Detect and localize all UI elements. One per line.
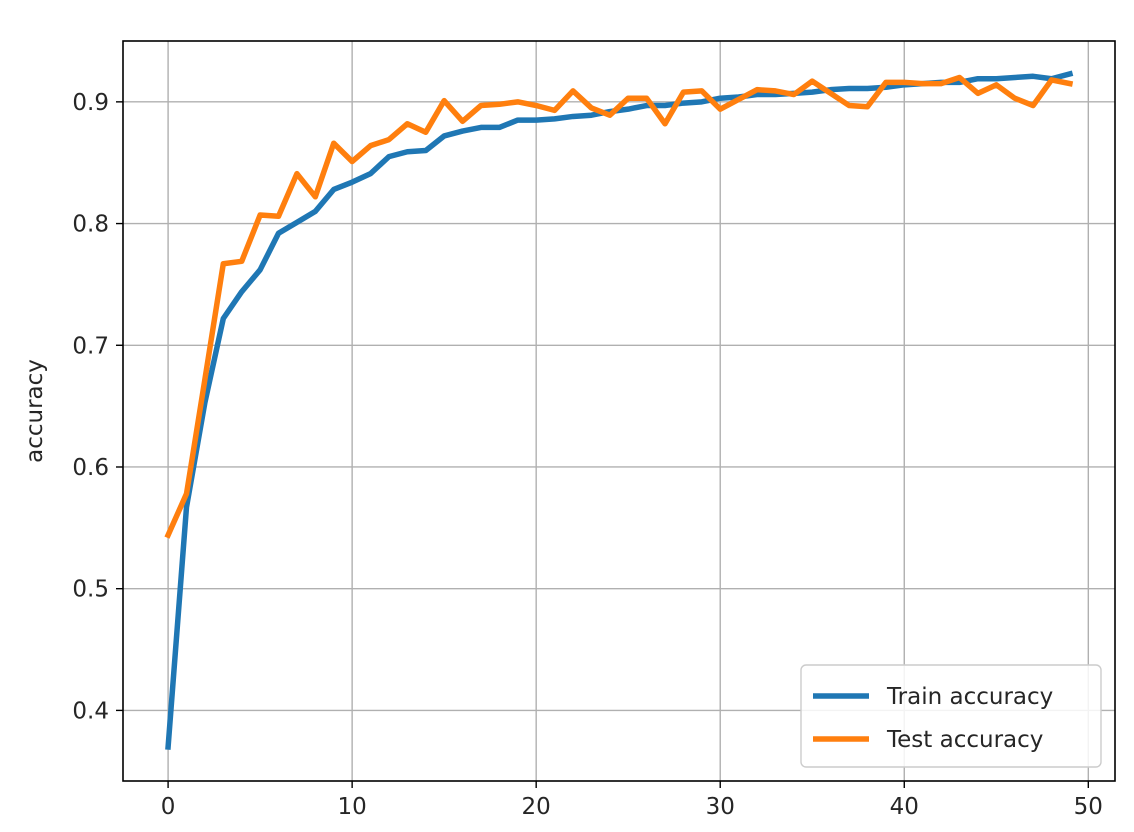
y-axis-label: accuracy bbox=[22, 359, 48, 463]
y-tick-label: 0.6 bbox=[72, 455, 109, 481]
x-tick-label: 30 bbox=[706, 794, 735, 820]
axes-frame bbox=[122, 40, 1116, 782]
y-tick-label: 0.8 bbox=[72, 212, 109, 238]
y-tick-label: 0.4 bbox=[72, 698, 109, 724]
x-tick-label: 50 bbox=[1074, 794, 1103, 820]
y-tick-label: 0.9 bbox=[72, 90, 109, 116]
grid bbox=[123, 41, 1115, 781]
x-tick-label: 40 bbox=[890, 794, 919, 820]
series-line-test bbox=[164, 74, 1074, 539]
x-tick-label: 10 bbox=[337, 794, 366, 820]
legend: Train accuracy Test accuracy bbox=[800, 664, 1102, 768]
ticks: 0 10 20 30 40 50 0.4 0.5 0.6 0.7 0.8 0.9 bbox=[72, 90, 1103, 820]
x-tick-label: 20 bbox=[522, 794, 551, 820]
y-tick-label: 0.5 bbox=[72, 577, 109, 603]
series-lines bbox=[164, 70, 1074, 750]
legend-box bbox=[800, 664, 1102, 768]
x-tick-label: 0 bbox=[161, 794, 176, 820]
y-tick-label: 0.7 bbox=[72, 333, 109, 359]
legend-label: Test accuracy bbox=[886, 727, 1043, 753]
legend-label: Train accuracy bbox=[886, 684, 1053, 710]
